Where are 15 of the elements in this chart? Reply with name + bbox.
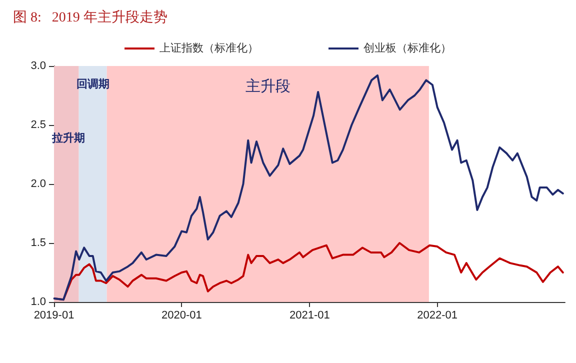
x-tick-label: 2020-01 [161, 310, 202, 322]
band-label: 回调期 [76, 78, 110, 90]
x-tick-label: 2021-01 [289, 310, 330, 322]
legend-label: 上证指数（标准化） [160, 42, 258, 54]
x-tick-label: 2022-01 [417, 310, 458, 322]
band-label: 拉升期 [50, 132, 85, 144]
x-tick-label: 2019-01 [34, 310, 74, 322]
y-tick-label: 2.5 [30, 119, 46, 131]
chart-title: 图 8: 2019 年主升段走势 [13, 10, 168, 26]
y-tick-label: 3.0 [30, 60, 46, 72]
y-tick-label: 1.5 [30, 237, 46, 249]
band-label: 主升段 [245, 78, 290, 95]
y-tick-label: 2.0 [30, 178, 46, 190]
y-tick-label: 1.0 [30, 296, 46, 308]
legend-label: 创业板（标准化） [364, 42, 452, 54]
